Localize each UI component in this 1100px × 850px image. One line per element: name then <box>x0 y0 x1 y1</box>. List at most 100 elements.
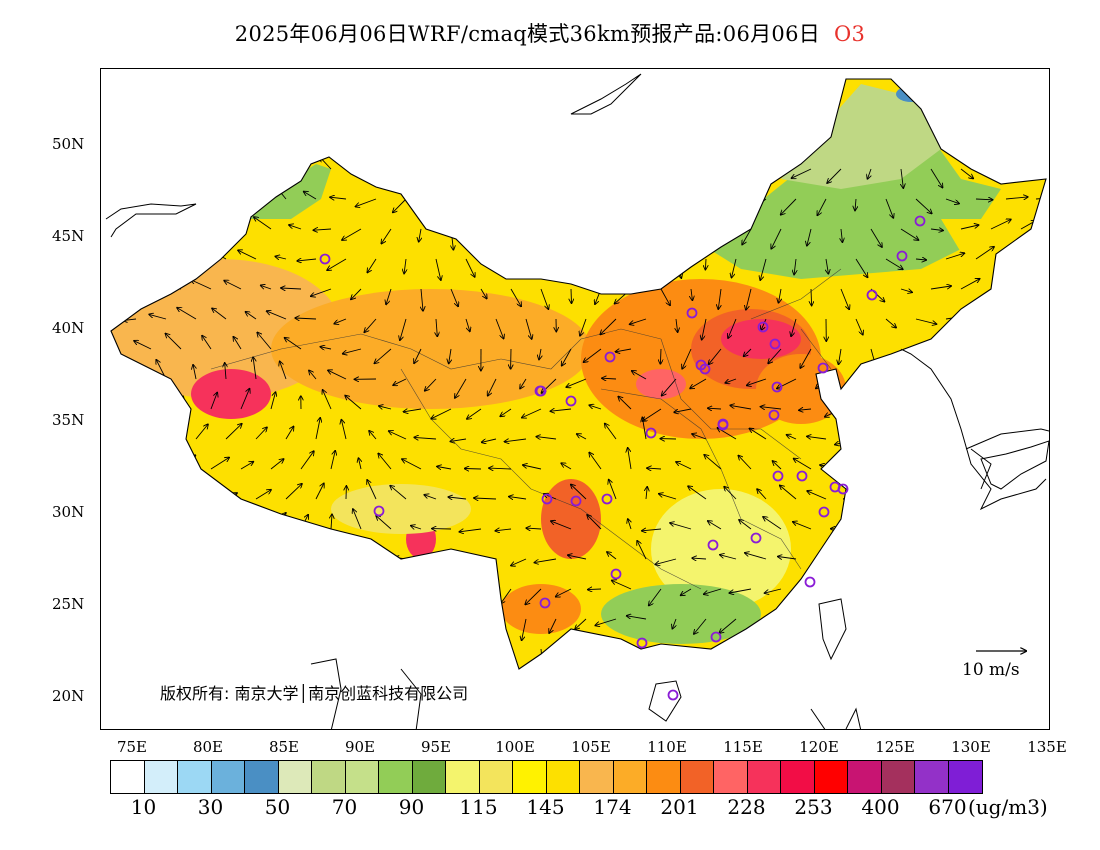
colorbar-swatch <box>948 761 982 793</box>
wind-vector <box>1020 528 1028 547</box>
wind-vector <box>345 396 362 410</box>
wind-vector <box>676 462 692 470</box>
city-marker <box>818 506 830 518</box>
wind-vector <box>459 529 482 532</box>
wind-vector <box>868 168 872 179</box>
wind-vector <box>183 254 197 260</box>
wind-vector <box>403 588 422 599</box>
wind-vector <box>990 220 1011 230</box>
wind-vector <box>720 555 737 560</box>
wind-vector <box>304 192 317 200</box>
wind-vector <box>826 679 829 696</box>
wind-vector <box>807 228 812 246</box>
wind-vector <box>416 558 437 563</box>
wind-vector <box>238 250 257 260</box>
wind-vector <box>505 439 527 442</box>
wind-vector <box>839 558 857 570</box>
wind-vector <box>630 318 647 324</box>
wind-vector <box>655 558 677 564</box>
wind-vector <box>275 256 287 259</box>
wind-vector <box>708 408 722 409</box>
lat-label: 20N <box>52 687 85 705</box>
colorbar-swatch <box>647 761 681 793</box>
wind-vector <box>233 337 242 350</box>
city-marker <box>769 338 781 350</box>
wind-vector <box>241 158 242 170</box>
wind-vector <box>628 519 631 530</box>
wind-vector <box>330 618 347 620</box>
wind-vector <box>660 348 661 364</box>
wind-vector <box>571 485 587 500</box>
wind-vector <box>195 424 208 440</box>
wind-vector <box>215 673 226 679</box>
wind-vector <box>670 523 692 530</box>
wind-vector <box>915 318 936 324</box>
wind-vector <box>915 558 917 573</box>
wind-vector <box>807 491 827 500</box>
wind-vector <box>149 314 167 320</box>
wind-vector <box>767 168 782 172</box>
wind-vector <box>379 648 392 667</box>
wind-vector <box>330 197 347 199</box>
wind-vector <box>885 198 893 218</box>
lon-label: 135E <box>1027 738 1067 756</box>
wind-vector <box>779 288 782 303</box>
colorbar-swatch <box>245 761 279 793</box>
wind-vector <box>827 168 842 183</box>
city-marker <box>699 363 711 375</box>
wind-vector <box>480 648 487 668</box>
wind-vector <box>327 258 347 270</box>
wind-vector <box>267 311 287 320</box>
wind-vector <box>649 588 662 606</box>
title-text: 2025年06月06日WRF/cmaq模式36km预报产品:06月06日 <box>234 22 821 46</box>
colorbar-swatch <box>814 761 848 793</box>
wind-vector <box>144 157 152 170</box>
wind-vector <box>465 258 475 277</box>
wind-vector <box>530 168 542 180</box>
wind-vector <box>930 348 949 357</box>
wind-vector <box>885 618 890 628</box>
city-marker <box>866 289 878 301</box>
wind-vector <box>137 289 152 290</box>
wind-vector <box>448 497 467 499</box>
wind-vector <box>129 225 152 230</box>
wind-vector <box>1005 558 1018 573</box>
wind-vector <box>886 679 904 690</box>
wind-vector <box>362 618 377 624</box>
wind-vector <box>165 483 179 500</box>
wind-vector <box>990 588 1006 596</box>
wind-vector <box>811 288 812 305</box>
city-marker <box>707 539 719 551</box>
wind-vector <box>489 468 512 469</box>
wind-vector <box>777 378 797 389</box>
wind-vector <box>494 618 496 638</box>
wind-vector <box>692 558 707 559</box>
wind-vector <box>549 618 557 633</box>
wind-vector <box>602 378 617 379</box>
city-marker <box>837 483 849 495</box>
wind-vector <box>659 494 677 500</box>
wind-vector <box>246 312 257 320</box>
wind-vector <box>195 487 213 500</box>
wind-vector <box>676 318 678 332</box>
wind-vector <box>598 198 617 204</box>
wind-vector <box>806 648 812 669</box>
wind-vector <box>660 288 670 305</box>
wind-vector <box>826 258 828 274</box>
wind-vector <box>255 427 267 440</box>
city-marker <box>636 637 648 649</box>
wind-vector <box>815 559 827 561</box>
wind-vector <box>606 679 616 693</box>
wind-vector <box>465 469 482 470</box>
wind-vector <box>588 648 602 667</box>
colorbar-swatch <box>178 761 212 793</box>
city-markers <box>319 215 926 701</box>
city-marker <box>772 470 784 482</box>
wind-vector <box>709 348 722 364</box>
wind-vector <box>162 639 182 650</box>
wind-vector <box>768 348 782 363</box>
wind-vector <box>692 434 707 440</box>
wind-vector <box>280 361 287 380</box>
wind-vector <box>646 487 647 500</box>
wind-vector <box>342 228 362 240</box>
